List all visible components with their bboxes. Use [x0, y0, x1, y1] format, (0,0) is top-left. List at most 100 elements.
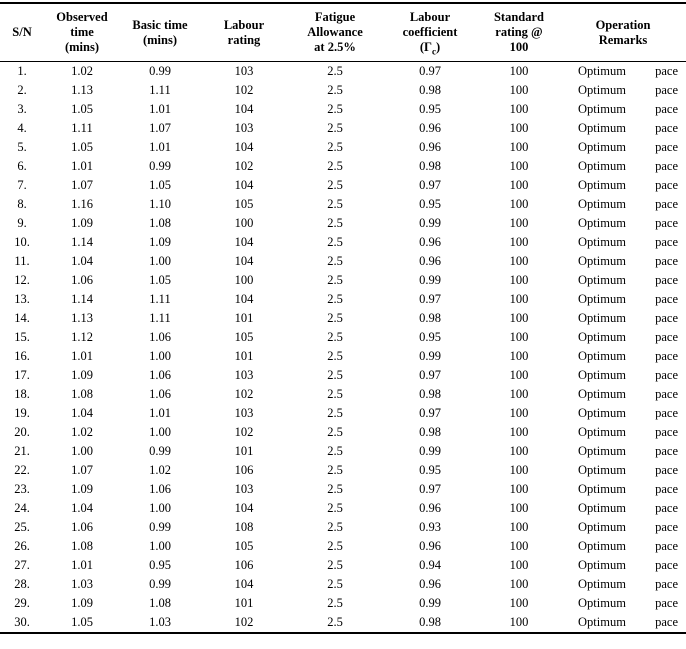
cell-fatigue: 2.5	[327, 330, 343, 344]
table-row: 2. 1.13 1.11 102 2.5 0.98 100 Optimum pace	[0, 81, 686, 100]
cell-labour_rating: 108	[234, 520, 254, 534]
table-row: 7. 1.07 1.05 104 2.5 0.97 100 Optimum pace	[0, 176, 686, 195]
cell-labour_rating: 106	[234, 558, 254, 572]
cell-sn: 6.	[17, 159, 27, 173]
cell-sn: 29.	[14, 596, 30, 610]
cell-remarks: Optimum pace	[560, 480, 686, 499]
remark-word: pace	[655, 64, 678, 78]
cell-basic: 1.08	[149, 216, 171, 230]
cell-sn: 20.	[14, 425, 30, 439]
remark-word: Optimum	[578, 596, 626, 610]
cell-fatigue: 2.5	[327, 254, 343, 268]
cell-labour_rating: 103	[234, 482, 254, 496]
cell-fatigue: 2.5	[327, 140, 343, 154]
cell-standard: 100	[509, 558, 529, 572]
remark-text: Optimum pace	[578, 423, 678, 442]
cell-observed: 1.13	[71, 311, 93, 325]
cell-standard: 100	[509, 406, 529, 420]
cell-remarks: Optimum pace	[560, 252, 686, 271]
cell-labour_rating: 102	[234, 425, 254, 439]
cell-observed: 1.06	[71, 520, 93, 534]
table-row: 19. 1.04 1.01 103 2.5 0.97 100 Optimum pace	[0, 404, 686, 423]
col-header-fatigue-allowance: Fatigue Allowance at 2.5%	[307, 10, 363, 54]
cell-observed: 1.09	[71, 216, 93, 230]
cell-observed: 1.01	[71, 159, 93, 173]
cell-labour_rating: 106	[234, 463, 254, 477]
cell-remarks: Optimum pace	[560, 442, 686, 461]
cell-fatigue: 2.5	[327, 197, 343, 211]
table-body: 1. 1.02 0.99 103 2.5 0.97 100 Optimum pace 2. 1.13…	[0, 62, 686, 634]
cell-sn: 19.	[14, 406, 30, 420]
cell-coefficient: 0.97	[419, 406, 441, 420]
cell-sn: 7.	[17, 178, 27, 192]
cell-coefficient: 0.99	[419, 273, 441, 287]
cell-remarks: Optimum pace	[560, 290, 686, 309]
cell-observed: 1.14	[71, 292, 93, 306]
remark-word: pace	[655, 558, 678, 572]
cell-observed: 1.04	[71, 254, 93, 268]
cell-coefficient: 0.98	[419, 159, 441, 173]
cell-standard: 100	[509, 577, 529, 591]
cell-coefficient: 0.98	[419, 83, 441, 97]
remark-word: pace	[655, 463, 678, 477]
cell-observed: 1.06	[71, 273, 93, 287]
table-row: 21. 1.00 0.99 101 2.5 0.99 100 Optimum pace	[0, 442, 686, 461]
cell-basic: 1.06	[149, 368, 171, 382]
cell-fatigue: 2.5	[327, 520, 343, 534]
cell-observed: 1.05	[71, 102, 93, 116]
col-header-standard-rating: Standard rating @100	[493, 10, 545, 54]
remark-word: pace	[655, 102, 678, 116]
cell-standard: 100	[509, 64, 529, 78]
cell-sn: 23.	[14, 482, 30, 496]
remark-word: Optimum	[578, 501, 626, 515]
table-row: 30. 1.05 1.03 102 2.5 0.98 100 Optimum pace	[0, 613, 686, 633]
cell-remarks: Optimum pace	[560, 347, 686, 366]
cell-coefficient: 0.97	[419, 292, 441, 306]
remark-word: pace	[655, 349, 678, 363]
remark-word: Optimum	[578, 254, 626, 268]
cell-standard: 100	[509, 140, 529, 154]
cell-observed: 1.01	[71, 349, 93, 363]
cell-coefficient: 0.95	[419, 102, 441, 116]
cell-basic: 1.01	[149, 140, 171, 154]
table-row: 11. 1.04 1.00 104 2.5 0.96 100 Optimum pace	[0, 252, 686, 271]
remark-word: Optimum	[578, 368, 626, 382]
remark-text: Optimum pace	[578, 518, 678, 537]
cell-coefficient: 0.97	[419, 368, 441, 382]
cell-sn: 9.	[17, 216, 27, 230]
cell-basic: 0.99	[149, 64, 171, 78]
cell-coefficient: 0.98	[419, 311, 441, 325]
cell-coefficient: 0.96	[419, 121, 441, 135]
remark-text: Optimum pace	[578, 309, 678, 328]
table-row: 26. 1.08 1.00 105 2.5 0.96 100 Optimum pace	[0, 537, 686, 556]
cell-coefficient: 0.99	[419, 216, 441, 230]
cell-sn: 11.	[14, 254, 30, 268]
cell-fatigue: 2.5	[327, 178, 343, 192]
cell-labour_rating: 104	[234, 254, 254, 268]
cell-coefficient: 0.98	[419, 425, 441, 439]
cell-labour_rating: 104	[234, 235, 254, 249]
remark-text: Optimum pace	[578, 537, 678, 556]
table-row: 27. 1.01 0.95 106 2.5 0.94 100 Optimum pace	[0, 556, 686, 575]
cell-observed: 1.08	[71, 387, 93, 401]
cell-fatigue: 2.5	[327, 501, 343, 515]
cell-remarks: Optimum pace	[560, 233, 686, 252]
remark-word: Optimum	[578, 349, 626, 363]
cell-standard: 100	[509, 615, 529, 629]
cell-fatigue: 2.5	[327, 349, 343, 363]
cell-coefficient: 0.93	[419, 520, 441, 534]
cell-remarks: Optimum pace	[560, 214, 686, 233]
remark-text: Optimum pace	[578, 347, 678, 366]
cell-remarks: Optimum pace	[560, 423, 686, 442]
remark-word: Optimum	[578, 102, 626, 116]
cell-observed: 1.05	[71, 140, 93, 154]
remark-word: Optimum	[578, 159, 626, 173]
remark-word: pace	[655, 292, 678, 306]
cell-sn: 13.	[14, 292, 30, 306]
cell-sn: 26.	[14, 539, 30, 553]
remark-word: Optimum	[578, 425, 626, 439]
remark-word: pace	[655, 330, 678, 344]
cell-basic: 1.11	[149, 83, 171, 97]
remark-text: Optimum pace	[578, 138, 678, 157]
